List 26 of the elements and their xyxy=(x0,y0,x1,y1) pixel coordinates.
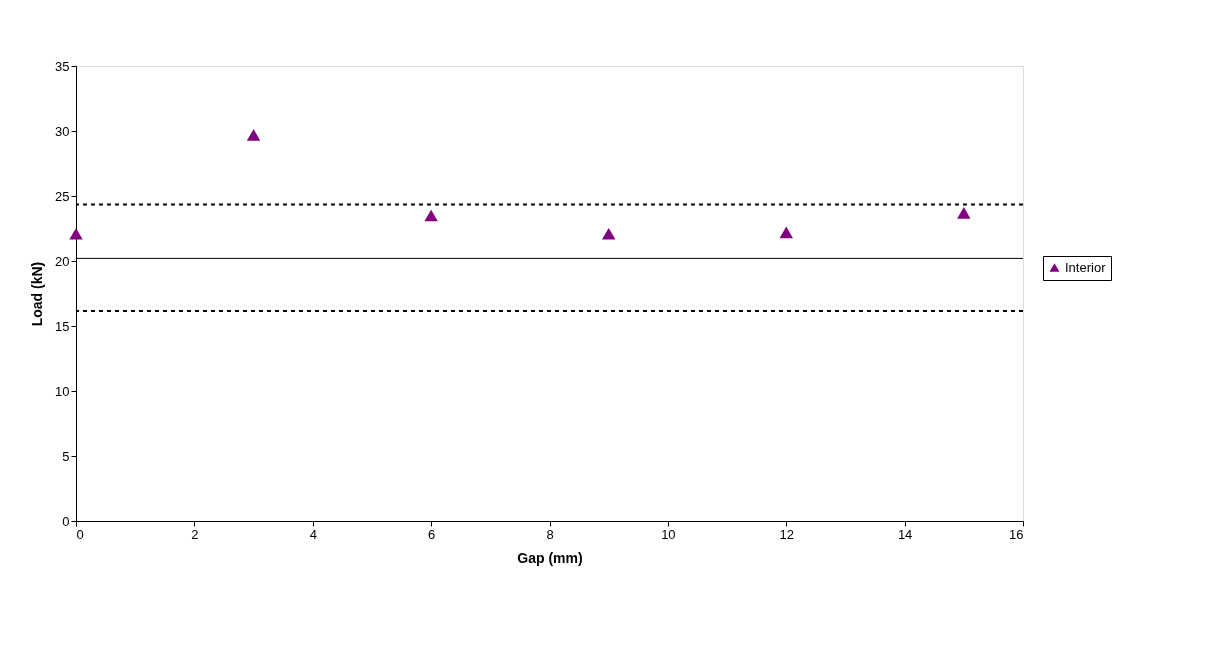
point xyxy=(69,227,83,240)
x-tick-label: 12 xyxy=(779,526,794,542)
x-tick-label: 10 xyxy=(661,526,676,542)
point xyxy=(246,129,261,141)
point xyxy=(957,207,971,219)
x-tick-label: 0 xyxy=(76,526,84,542)
legend-label: Interior xyxy=(1065,259,1107,275)
y-tick-label: 10 xyxy=(55,383,70,399)
point xyxy=(424,209,438,222)
x-tick-label: 14 xyxy=(897,526,913,542)
y-tick-label: 0 xyxy=(62,513,70,529)
y-tick-label: 30 xyxy=(55,123,70,139)
x-axis-title: Gap (mm) xyxy=(517,549,583,566)
x-tick-label: 16 xyxy=(1009,526,1024,542)
x-tick-label: 2 xyxy=(191,526,199,542)
point xyxy=(779,226,793,239)
point xyxy=(601,227,616,240)
y-tick-label: 25 xyxy=(55,188,70,204)
x-tick-label: 6 xyxy=(428,526,436,542)
y-tick-label: 35 xyxy=(55,58,70,74)
y-tick-label: 20 xyxy=(55,253,70,269)
y-tick-label: 5 xyxy=(62,448,70,464)
y-axis-title: Load (kN) xyxy=(29,261,46,327)
y-tick-label: 15 xyxy=(55,318,70,334)
x-tick-label: 8 xyxy=(546,526,554,542)
x-tick-label: 4 xyxy=(309,526,317,542)
